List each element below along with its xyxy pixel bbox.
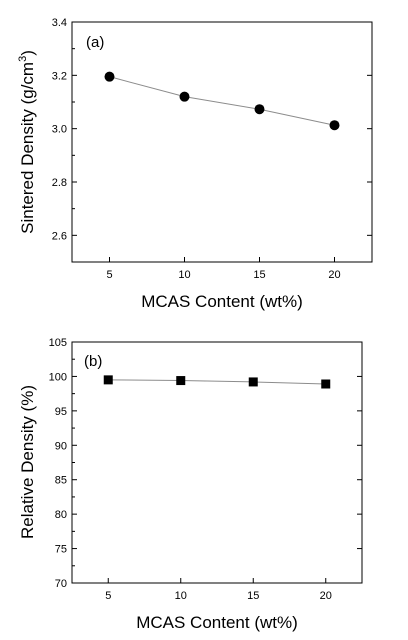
y-axis-label-main: Relative Density (%): [18, 385, 37, 539]
series-line: [109, 76, 335, 126]
y-tick-label: 85: [55, 475, 67, 487]
x-tick-label: 20: [320, 590, 332, 602]
y-axis-label-main: Sintered Density (g/cm: [18, 62, 37, 234]
data-point: [254, 104, 265, 115]
x-tick-label: 5: [106, 269, 112, 281]
ticks: 5 10 15 20 2.6 2.8 3.0 3.2 3.4: [52, 17, 372, 281]
x-axis-label: MCAS Content (wt%): [136, 613, 298, 632]
y-tick-label: 3.4: [52, 17, 67, 29]
y-tick-label: 105: [49, 337, 67, 349]
panel-label: (b): [84, 353, 102, 370]
y-tick-label: 95: [55, 406, 67, 418]
data-point: [103, 375, 113, 385]
x-tick-label: 20: [328, 269, 340, 281]
data-point: [104, 71, 115, 82]
y-tick-label: 75: [55, 544, 67, 556]
data-point: [179, 91, 190, 102]
y-tick-label: 90: [55, 440, 67, 452]
data-point: [248, 377, 258, 387]
ticks: 5 10 15 20 70 75 80 85 90 95 100 105: [49, 337, 362, 602]
y-tick-label: 80: [55, 509, 67, 521]
plot-frame: [71, 21, 373, 263]
plot-frame: [71, 341, 363, 584]
y-tick-label: 70: [55, 578, 67, 590]
y-tick-label: 2.8: [52, 177, 67, 189]
y-tick-label: 3.2: [52, 70, 67, 82]
panel-a: 5 10 15 20 2.6 2.8 3.0 3.2 3.4 (a) MCAS Content …: [17, 17, 373, 311]
y-axis-label: Sintered Density (g/cm3): [17, 50, 37, 234]
panel-b: 5 10 15 20 70 75 80 85 90 95 100 105 (b) MCAS Conte…: [18, 337, 363, 632]
x-tick-label: 5: [105, 590, 111, 602]
data-point: [329, 120, 340, 131]
y-tick-label: 2.6: [52, 230, 67, 242]
data-point: [176, 376, 186, 386]
x-tick-label: 15: [247, 590, 259, 602]
y-axis-label: Relative Density (%): [18, 385, 37, 539]
series: [103, 375, 331, 389]
y-tick-label: 100: [49, 371, 67, 383]
y-axis-label-close: ): [18, 50, 37, 56]
x-tick-label: 15: [253, 269, 265, 281]
panel-label: (a): [86, 34, 104, 51]
series: [104, 71, 340, 131]
series-line: [108, 379, 326, 385]
x-tick-label: 10: [178, 269, 190, 281]
data-point: [321, 379, 331, 389]
y-axis-label-superscript: 3: [17, 56, 29, 62]
x-tick-label: 10: [175, 590, 187, 602]
x-axis-label: MCAS Content (wt%): [141, 292, 303, 311]
y-tick-label: 3.0: [52, 124, 67, 136]
